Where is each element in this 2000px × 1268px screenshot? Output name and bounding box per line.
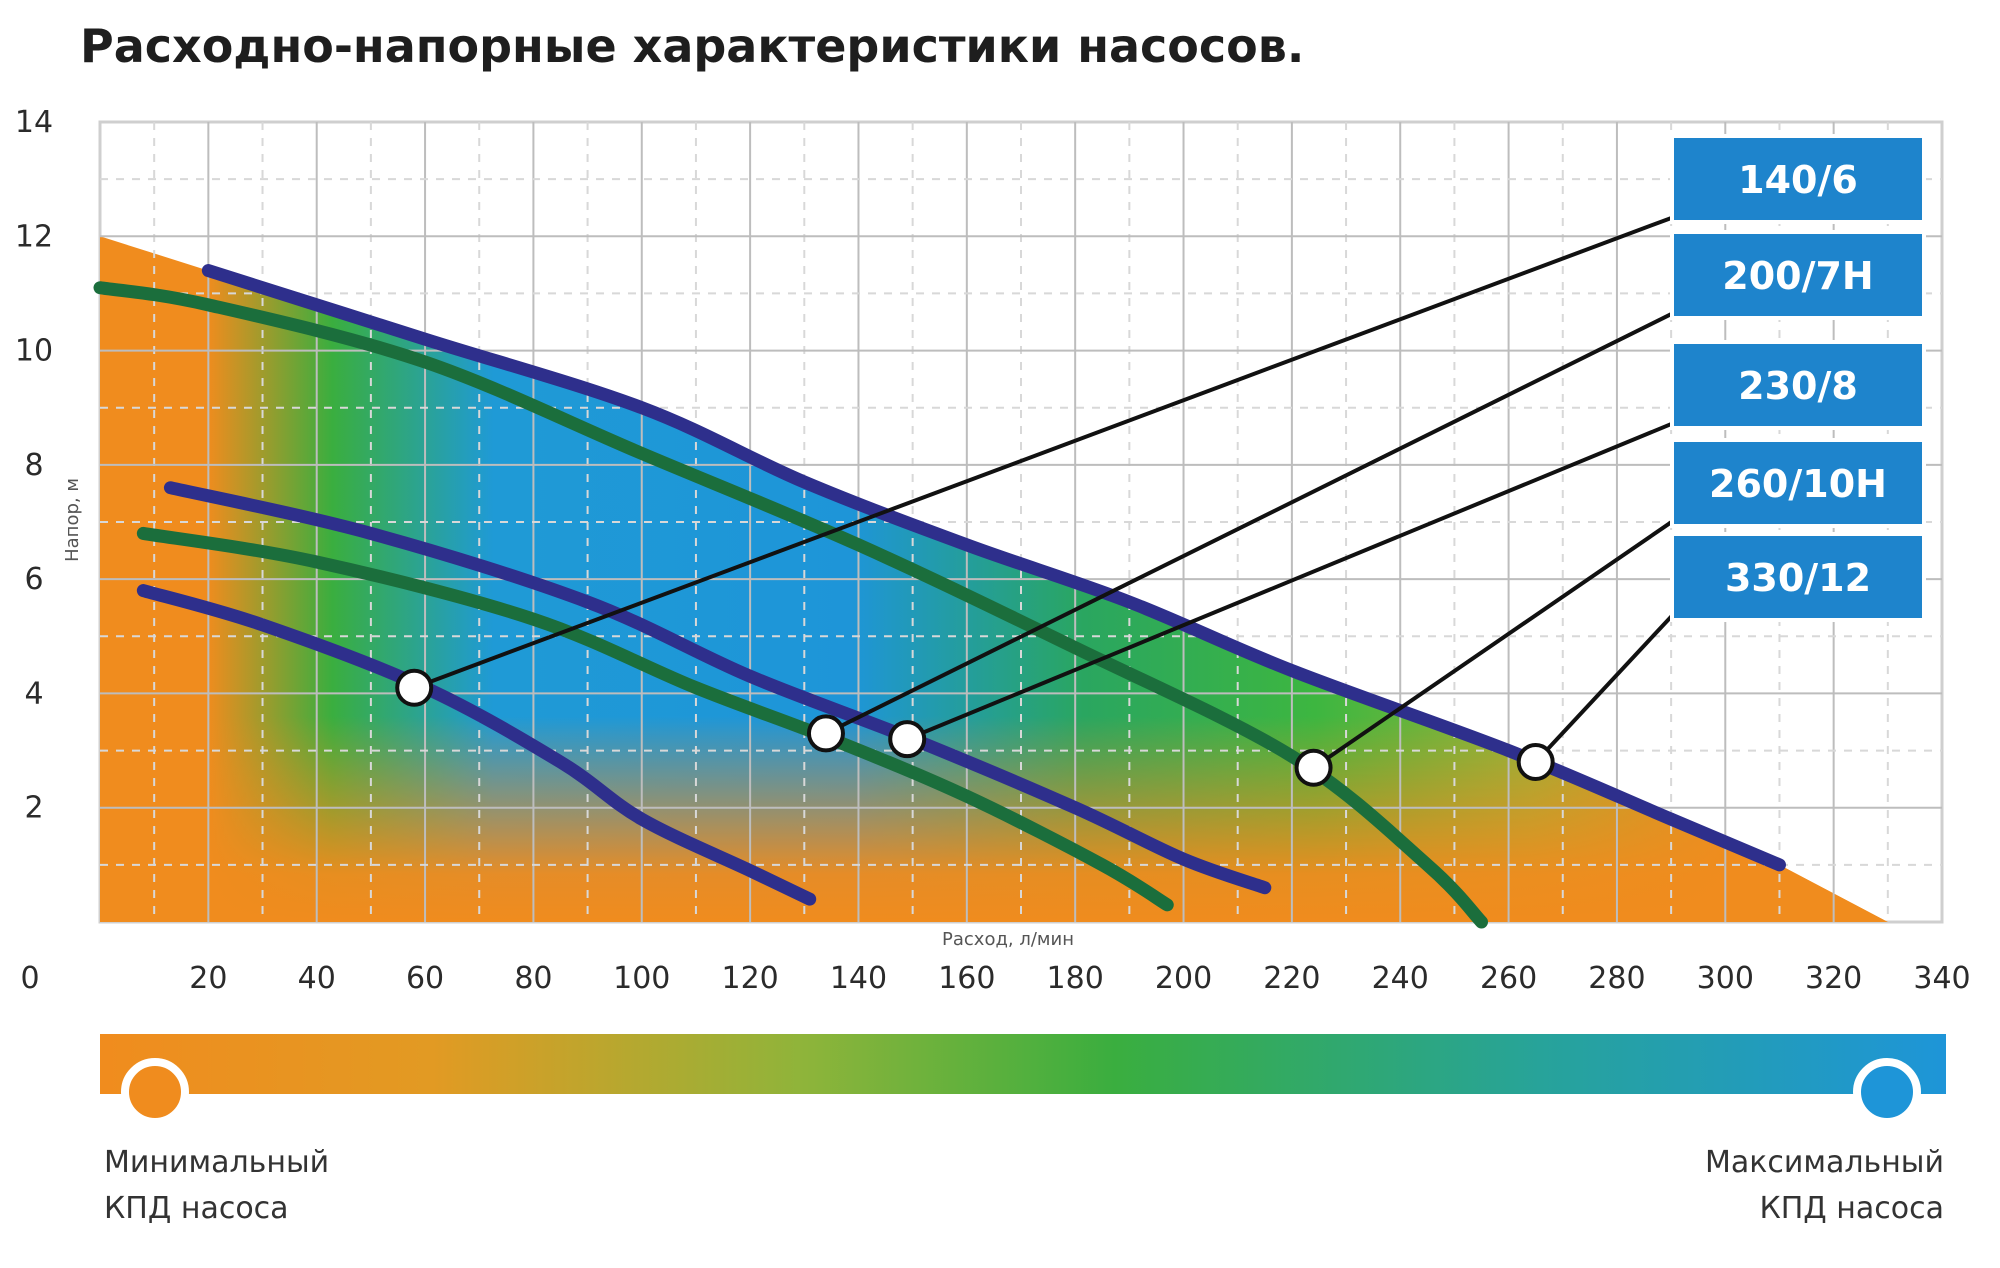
chart-title: Расходно-напорные характеристики насосов… — [80, 19, 1304, 73]
efficiency-gradient-bar — [100, 1034, 1946, 1094]
y-tick-label: 8 — [24, 448, 43, 483]
y-tick-label: 2 — [24, 791, 43, 826]
curve-marker — [1294, 748, 1333, 787]
curve-marker — [395, 668, 434, 707]
legend-box — [1670, 532, 1926, 622]
legend-item: 200/7H — [1670, 230, 1926, 320]
leader-line — [1534, 614, 1674, 764]
leader-line — [1312, 520, 1674, 770]
curve-330-12 — [201, 264, 1786, 872]
x-tick-label: 20 — [189, 961, 227, 996]
x-tick-label: 200 — [1155, 961, 1212, 996]
legend-label: 140/6 — [1738, 158, 1858, 202]
min-efficiency-dot — [121, 1058, 189, 1126]
x-tick-label: 320 — [1805, 961, 1862, 996]
legend-label: 260/10H — [1709, 462, 1887, 506]
legend-box — [1670, 134, 1926, 224]
y-tick-label: 6 — [24, 562, 43, 597]
legend-box — [1670, 230, 1926, 320]
y-tick-labels: 2 4 6 8 10 12 14 — [15, 105, 53, 826]
leader-line — [825, 311, 1673, 736]
curve-line — [163, 481, 1272, 895]
legend-label: 230/8 — [1738, 364, 1858, 408]
max-efficiency-label-line1: Максимальный — [1705, 1145, 1944, 1180]
x-tick-label: 0 — [20, 961, 39, 996]
legend-label: 200/7H — [1722, 254, 1873, 298]
curve-markers — [395, 668, 1555, 787]
curve-200-7h — [136, 526, 1174, 912]
legend-item: 140/6 — [1670, 134, 1926, 224]
x-tick-label: 100 — [613, 961, 670, 996]
x-tick-label: 120 — [721, 961, 778, 996]
max-efficiency-label-line2: КПД насоса — [1759, 1191, 1944, 1226]
legend-item: 230/8 — [1670, 340, 1926, 430]
x-tick-label: 60 — [406, 961, 444, 996]
curve-line — [93, 281, 1488, 929]
x-tick-label: 340 — [1913, 961, 1970, 996]
legend-box — [1670, 340, 1926, 430]
x-tick-label: 40 — [298, 961, 336, 996]
efficiency-scale: Минимальный КПД насоса Максимальный КПД … — [100, 1034, 1946, 1226]
legend-box — [1670, 438, 1926, 528]
y-axis-label: Напор, м — [62, 478, 83, 562]
curve-marker — [888, 720, 927, 759]
leader-line — [413, 215, 1673, 690]
x-tick-label: 280 — [1588, 961, 1645, 996]
curve-line — [136, 584, 817, 906]
curve-marker — [806, 714, 845, 753]
legend-item: 260/10H — [1670, 438, 1926, 528]
curve-line — [201, 264, 1786, 872]
y-tick-label: 14 — [15, 105, 53, 140]
leader-line — [906, 421, 1673, 741]
y-tick-label: 4 — [24, 676, 43, 711]
legend-item: 330/12 — [1670, 532, 1926, 622]
x-tick-label: 240 — [1372, 961, 1429, 996]
pump-curves — [93, 264, 1786, 929]
curve-line — [136, 526, 1174, 912]
legend-leader-lines — [413, 215, 1674, 770]
x-axis-label: Расход, л/мин — [942, 929, 1074, 950]
curve-230-8 — [163, 481, 1272, 895]
curve-marker — [1516, 743, 1555, 781]
x-tick-label: 140 — [830, 961, 887, 996]
x-tick-label: 180 — [1047, 961, 1104, 996]
x-tick-label: 300 — [1697, 961, 1754, 996]
x-tick-labels: 0 20 40 60 80 100 120 140 160 180 200 220 240 260 280 3… — [20, 961, 1970, 996]
curve-260-10h — [93, 281, 1488, 929]
curve-140-6 — [136, 584, 817, 906]
y-tick-label: 10 — [15, 334, 53, 369]
x-tick-label: 220 — [1263, 961, 1320, 996]
legend: 140/6 200/7H 230/8 260/10H 330/12 — [1670, 134, 1926, 622]
x-tick-label: 260 — [1480, 961, 1537, 996]
x-tick-label: 160 — [938, 961, 995, 996]
min-efficiency-label-line1: Минимальный — [104, 1145, 329, 1180]
x-tick-label: 80 — [514, 961, 552, 996]
legend-label: 330/12 — [1725, 556, 1871, 600]
y-tick-label: 12 — [15, 219, 53, 254]
min-efficiency-label-line2: КПД насоса — [104, 1191, 289, 1226]
max-efficiency-dot — [1853, 1058, 1921, 1126]
